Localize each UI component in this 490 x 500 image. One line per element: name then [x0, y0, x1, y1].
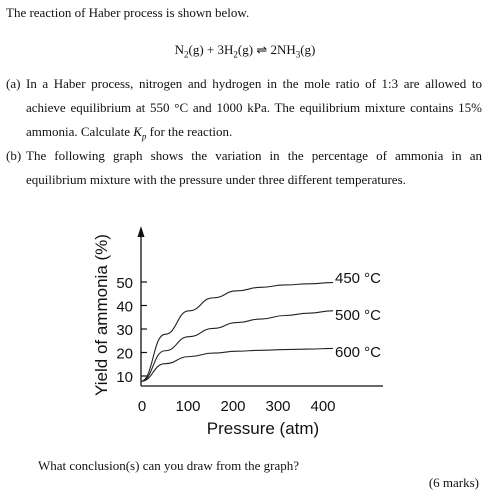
- eq-n2: N: [174, 42, 184, 57]
- y-tick-label: 50: [116, 275, 133, 292]
- part-a-text-2: for the reaction.: [146, 124, 233, 139]
- part-a-text: In a Haber process, nitrogen and hydroge…: [26, 72, 482, 149]
- y-tick-label: 10: [116, 369, 133, 386]
- y-axis-arrow: [137, 226, 145, 237]
- question-prompt: What conclusion(s) can you draw from the…: [38, 458, 299, 473]
- eq-end: (g): [300, 42, 316, 57]
- x-axis-label: Pressure (atm): [207, 419, 319, 438]
- series-line: [140, 282, 334, 382]
- part-a: (a) In a Haber process, nitrogen and hyd…: [6, 72, 482, 149]
- x-tick-label: 400: [310, 398, 335, 415]
- y-axis-label: Yield of ammonia (%): [92, 234, 111, 396]
- eq-h2-subscript: 2: [233, 49, 238, 60]
- marks-label: (6 marks): [428, 475, 479, 490]
- haber-equation: N2(g) + 3H2(g) ⇌ 2NH3(g): [0, 42, 490, 60]
- series-line: [140, 310, 334, 382]
- eq-h2: (g) + 3H: [188, 42, 234, 57]
- part-b-label: (b): [6, 148, 22, 163]
- eq-nh3-subscript: 3: [295, 49, 301, 60]
- x-tick-label: 0: [138, 398, 146, 415]
- series-label: 500 °C: [335, 307, 381, 324]
- eq-n2-subscript: 2: [184, 49, 189, 60]
- y-tick-label: 20: [116, 346, 133, 363]
- kp-symbol: K: [133, 124, 142, 139]
- part-b-text: The following graph shows the variation …: [26, 148, 482, 187]
- series-line: [140, 347, 334, 382]
- kp-subscript: p: [141, 131, 147, 142]
- x-tick-label: 200: [220, 398, 245, 415]
- part-a-text-1: In a Haber process, nitrogen and hydroge…: [26, 76, 482, 139]
- series-label: 450 °C: [335, 270, 381, 287]
- part-b: (b) The following graph shows the variat…: [6, 144, 482, 192]
- series-label: 600 °C: [335, 344, 381, 361]
- eq-nh3: (g) ⇌ 2NH: [237, 42, 296, 57]
- part-a-label: (a): [6, 76, 21, 91]
- y-tick-label: 40: [116, 299, 133, 316]
- y-tick-label: 30: [116, 322, 133, 339]
- x-tick-label: 100: [175, 398, 200, 415]
- x-tick-label: 300: [265, 398, 290, 415]
- intro-text: The reaction of Haber process is shown b…: [6, 5, 250, 20]
